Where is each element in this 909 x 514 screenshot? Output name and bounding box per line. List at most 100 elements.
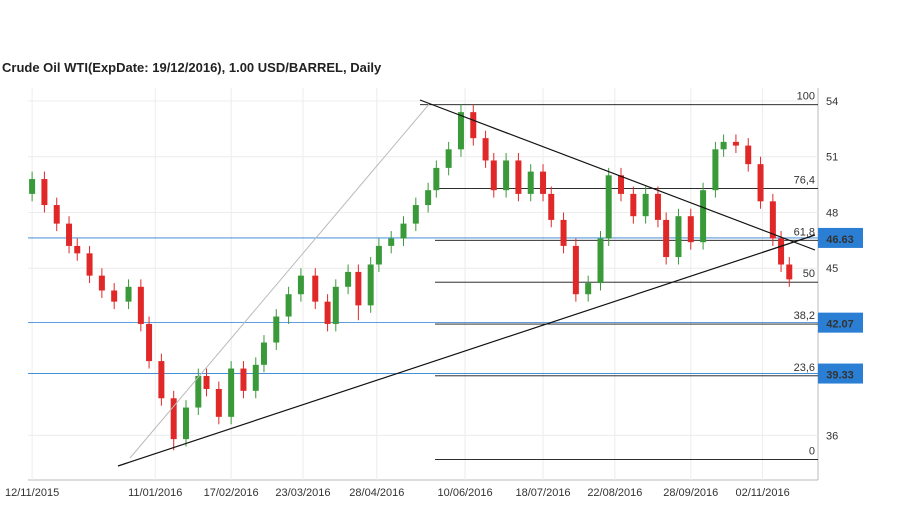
candle-body (527, 171, 534, 194)
candle-body (367, 264, 374, 306)
candle-body (240, 368, 247, 391)
candle-body (400, 223, 407, 239)
candle-body (125, 286, 132, 302)
candle-body (490, 160, 497, 191)
candle-body (687, 216, 694, 243)
candle-body (457, 112, 464, 150)
x-tick-label: 11/01/2016 (128, 487, 182, 499)
candle-body (642, 193, 649, 217)
candle-body (297, 275, 304, 295)
candle-body (312, 275, 319, 302)
candle-body (445, 149, 452, 168)
candle-body (745, 145, 752, 165)
candle-body (375, 245, 382, 265)
candle-body (675, 216, 682, 258)
candle-body (482, 138, 489, 161)
candle-body (111, 290, 118, 302)
y-tick-label: 48 (826, 207, 838, 219)
candle-body (732, 141, 739, 146)
candle-body (720, 141, 727, 150)
candle-body (195, 375, 202, 408)
y-tick-label: 45 (826, 263, 838, 275)
chart-title: Crude Oil WTI(ExpDate: 19/12/2016), 1.00… (2, 60, 382, 75)
candle-body (252, 364, 259, 391)
price-label-box (818, 312, 863, 333)
candle-body (572, 245, 579, 295)
candle-body (345, 271, 352, 287)
fib-label: 23,6 (794, 362, 815, 374)
fib-label: 100 (797, 91, 815, 103)
price-label: 39.33 (826, 370, 854, 382)
candle-body (540, 171, 547, 194)
x-tick-label: 28/09/2016 (663, 487, 718, 499)
y-tick-label: 36 (826, 430, 838, 442)
y-tick-label: 54 (826, 96, 838, 108)
candle-body (74, 245, 81, 254)
candle-body (412, 205, 419, 224)
price-label: 42.07 (826, 319, 854, 331)
candle-body (146, 323, 153, 362)
candle-body (203, 375, 210, 389)
candle-body (433, 167, 440, 191)
fib-label: 76,4 (794, 174, 815, 186)
x-tick-label: 18/07/2016 (516, 487, 571, 499)
candle-body (786, 264, 793, 280)
x-tick-label: 23/03/2016 (275, 487, 330, 499)
candle-body (215, 388, 222, 417)
candle-body (757, 164, 764, 202)
candle-body (663, 219, 670, 258)
fib-label: 0 (809, 446, 815, 458)
candle-body (618, 175, 625, 194)
candle-body (778, 238, 785, 265)
candle-body (183, 407, 189, 440)
candle-body (324, 301, 331, 324)
candle-body (158, 361, 165, 399)
x-tick-label: 10/06/2016 (438, 487, 493, 499)
candle-body (98, 275, 105, 291)
candle-body (332, 286, 339, 324)
candle-body (630, 193, 637, 217)
candle-body (228, 368, 235, 417)
fib-label: 38,2 (794, 310, 815, 322)
candle-body (597, 238, 604, 284)
candle-body (700, 190, 707, 243)
candle-body (470, 112, 477, 139)
candle-body (548, 193, 555, 220)
candle-body (654, 193, 661, 220)
candle-body (53, 205, 60, 224)
trend-line (129, 102, 431, 459)
candle-body (273, 316, 280, 343)
price-label-box (818, 363, 863, 384)
candle-body (29, 179, 36, 194)
candle-body (66, 223, 73, 246)
candle-body (769, 201, 776, 239)
candle-body (560, 219, 567, 246)
x-tick-label: 17/02/2016 (204, 487, 259, 499)
fib-label: 61,8 (794, 226, 815, 238)
candle-body (86, 253, 93, 276)
trend-line (419, 99, 816, 251)
candle-body (355, 271, 362, 306)
x-tick-label: 22/08/2016 (587, 487, 642, 499)
candle-body (605, 175, 612, 239)
x-tick-label: 12/11/2015 (5, 487, 59, 499)
y-tick-label: 51 (826, 152, 838, 164)
candle-body (260, 342, 267, 365)
trend-line (117, 234, 816, 467)
candle-body (388, 238, 395, 246)
candle-body (285, 294, 292, 317)
candle-body (41, 179, 48, 206)
price-label: 46.63 (826, 234, 854, 246)
candle-body (137, 286, 144, 324)
x-tick-label: 28/04/2016 (349, 487, 404, 499)
candle-body (503, 160, 510, 191)
candle-body (425, 190, 432, 206)
candle-body (585, 283, 592, 295)
candle-body (712, 149, 719, 191)
price-label-box (818, 227, 863, 248)
candle-body (515, 160, 522, 194)
fib-label: 50 (803, 268, 815, 280)
x-tick-label: 02/11/2016 (735, 487, 789, 499)
candle-body (170, 398, 177, 440)
